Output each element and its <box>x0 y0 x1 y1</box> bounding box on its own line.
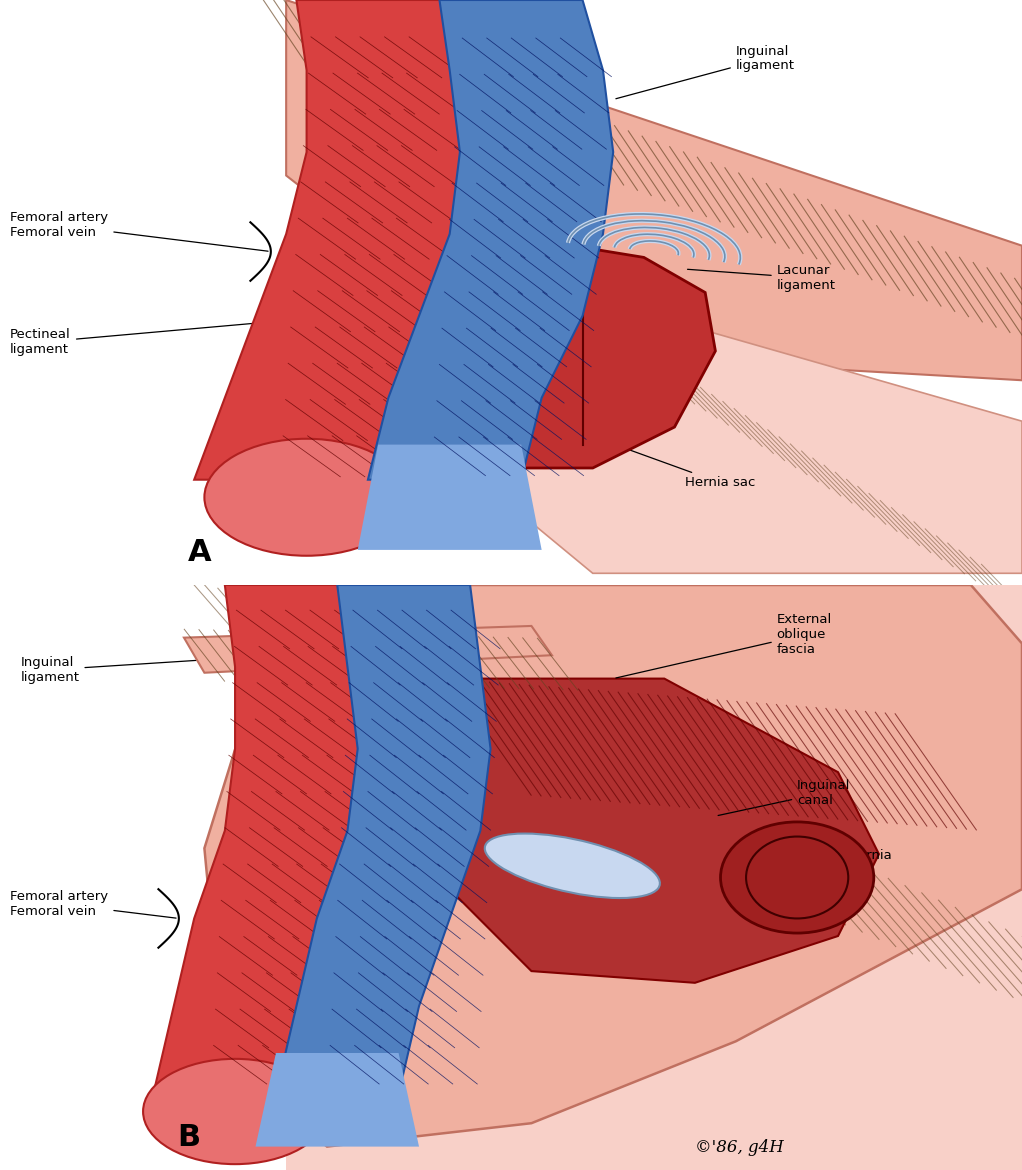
Text: A: A <box>187 538 212 567</box>
Polygon shape <box>153 585 378 1094</box>
Ellipse shape <box>549 856 596 875</box>
Polygon shape <box>256 1053 419 1147</box>
Text: Inguinal
canal: Inguinal canal <box>718 779 850 815</box>
Text: B: B <box>178 1123 200 1152</box>
Text: Hernia
sac: Hernia sac <box>800 849 892 876</box>
Text: Femoral artery
Femoral vein: Femoral artery Femoral vein <box>10 890 176 918</box>
Polygon shape <box>204 585 1022 1147</box>
Polygon shape <box>276 585 491 1094</box>
Ellipse shape <box>532 851 612 881</box>
Polygon shape <box>184 626 552 673</box>
Text: External
oblique
fascia: External oblique fascia <box>616 613 832 677</box>
Ellipse shape <box>484 833 660 899</box>
Polygon shape <box>429 246 715 468</box>
Text: Pectineal
ligament: Pectineal ligament <box>10 304 467 356</box>
Ellipse shape <box>721 821 874 934</box>
Polygon shape <box>358 445 542 550</box>
Text: Inguinal
ligament: Inguinal ligament <box>20 649 365 683</box>
Text: ©'86, g4H: ©'86, g4H <box>695 1140 784 1156</box>
Polygon shape <box>194 0 480 480</box>
Text: Hernia sac: Hernia sac <box>586 434 755 489</box>
Polygon shape <box>429 679 879 983</box>
Text: Inguinal
ligament: Inguinal ligament <box>616 44 795 98</box>
Ellipse shape <box>516 845 629 887</box>
Text: Lacunar
ligament: Lacunar ligament <box>688 264 836 291</box>
Polygon shape <box>286 585 1022 1170</box>
Ellipse shape <box>501 839 644 893</box>
Circle shape <box>204 439 409 556</box>
Circle shape <box>143 1059 327 1164</box>
Polygon shape <box>409 281 1022 573</box>
Text: Femoral artery
Femoral vein: Femoral artery Femoral vein <box>10 212 268 252</box>
Polygon shape <box>368 0 613 480</box>
Polygon shape <box>286 0 1022 380</box>
